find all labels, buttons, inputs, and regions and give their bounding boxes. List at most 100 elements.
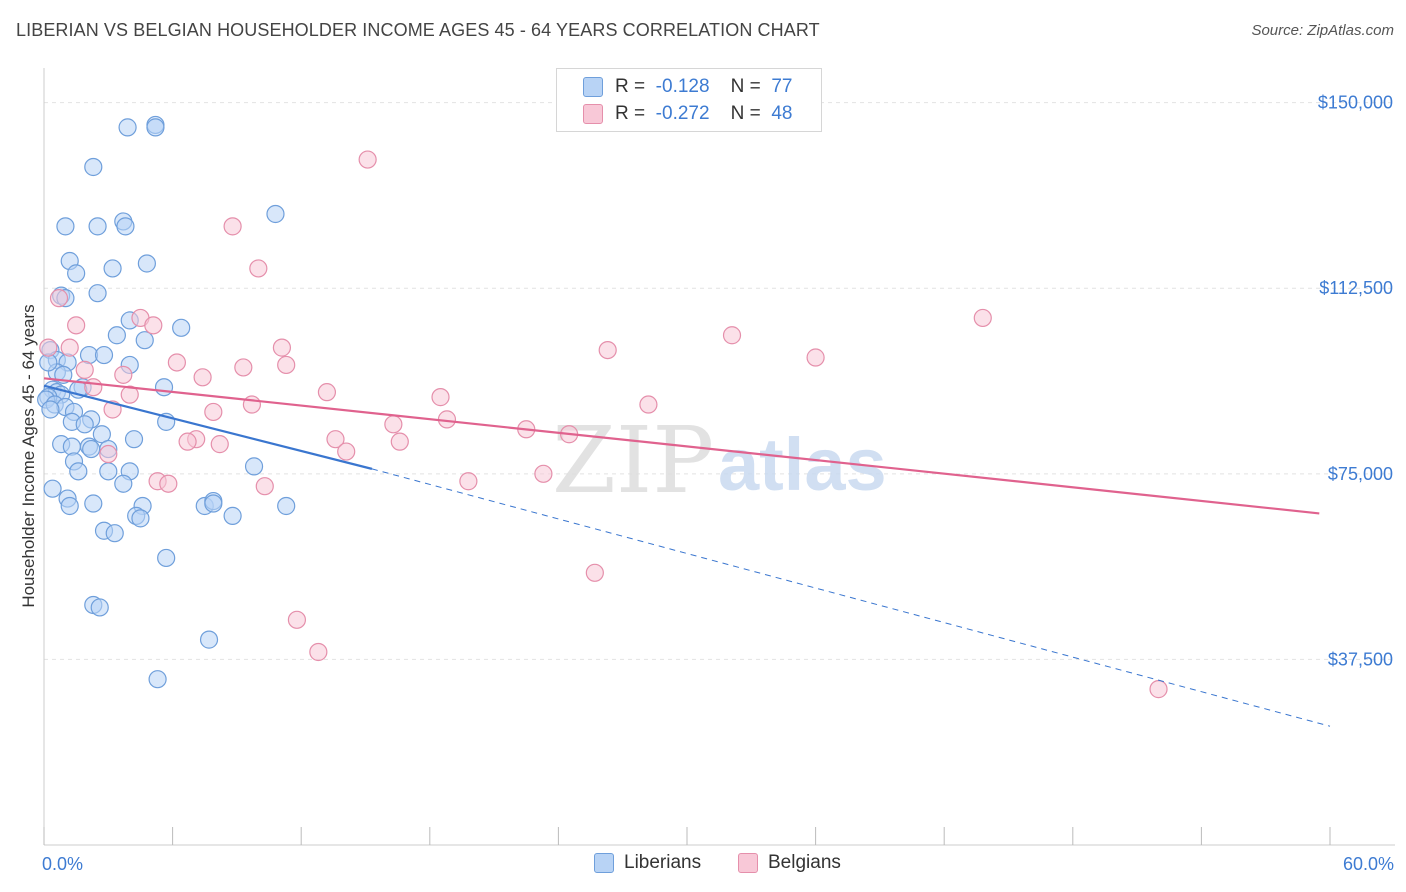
chart-title: LIBERIAN VS BELGIAN HOUSEHOLDER INCOME A… — [16, 20, 820, 40]
legend-item-belgians[interactable]: Belgians — [738, 852, 841, 874]
liberian-point — [88, 284, 107, 303]
liberian-point — [146, 118, 165, 137]
liberian-point — [69, 462, 88, 481]
liberians-trend-extension — [371, 468, 1331, 727]
legend-n-label: N = — [730, 76, 761, 97]
belgian-point — [358, 150, 377, 169]
belgian-point — [99, 444, 118, 464]
watermark: ZIP atlas — [552, 407, 887, 514]
belgian-point — [317, 383, 337, 402]
liberian-point — [88, 217, 107, 236]
belgian-point — [277, 355, 296, 375]
liberian-point — [124, 430, 144, 449]
x-tick-label: 60.0% — [1343, 854, 1394, 874]
belgian-point — [178, 432, 197, 451]
liberian-point — [118, 118, 137, 137]
legend-label-liberians: Liberians — [624, 852, 702, 873]
legend-n-value: 48 — [771, 103, 793, 124]
series-legend: Liberians Belgians — [0, 852, 1406, 878]
liberian-point — [94, 345, 114, 365]
liberian-point — [107, 326, 126, 345]
belgian-point — [1149, 680, 1168, 699]
belgian-point — [75, 360, 94, 379]
belgian-point — [639, 395, 658, 414]
liberian-point — [43, 479, 62, 498]
liberian-point — [204, 494, 223, 513]
legend-r-label: R = — [615, 103, 646, 124]
belgian-point — [384, 415, 403, 434]
belgian-point — [598, 340, 617, 360]
liberians-swatch — [594, 853, 614, 873]
liberian-point — [137, 254, 156, 273]
belgian-point — [193, 368, 212, 387]
liberian-point — [244, 457, 264, 476]
belgian-point — [287, 610, 307, 629]
belgian-point — [67, 316, 86, 335]
y-axis-title: Householder Income Ages 45 - 64 years — [19, 304, 38, 607]
belgian-point — [49, 289, 69, 308]
belgian-point — [326, 430, 345, 449]
watermark-zip: ZIP — [552, 407, 714, 514]
belgian-point — [722, 326, 742, 345]
liberian-point — [67, 264, 86, 283]
belgian-point — [431, 388, 450, 407]
belgian-point — [255, 477, 274, 496]
axes — [43, 68, 1395, 846]
belgian-point — [204, 402, 223, 422]
liberian-point — [277, 496, 296, 516]
x-axis-labels: 0.0% 60.0% — [42, 854, 1394, 874]
belgian-point — [159, 474, 178, 493]
belgian-point — [534, 464, 553, 483]
liberians-trend-line — [43, 384, 373, 470]
liberian-point — [60, 496, 79, 516]
legend-row-belgians: R = -0.272 N = 48 — [583, 100, 792, 128]
belgian-point — [60, 338, 79, 357]
legend-r-label: R = — [615, 76, 646, 97]
grid-lines — [44, 102, 1395, 660]
belgian-point — [242, 395, 262, 414]
liberian-point — [223, 506, 242, 525]
y-tick-label: $37,500 — [1328, 649, 1393, 669]
belgian-point — [223, 217, 242, 236]
belgian-point — [144, 316, 163, 335]
y-tick-label: $150,000 — [1318, 93, 1393, 113]
liberian-point — [131, 509, 150, 528]
belgian-point — [459, 472, 478, 491]
legend-r-value: -0.128 — [655, 76, 710, 97]
y-tick-label: $75,000 — [1328, 464, 1393, 484]
belgian-point — [249, 259, 268, 278]
belgian-point — [39, 338, 58, 357]
belgian-point — [210, 435, 229, 454]
legend-row-liberians: R = -0.128 N = 77 — [583, 73, 792, 101]
liberian-point — [82, 439, 101, 459]
series-belgians — [39, 150, 1168, 699]
belgian-point — [806, 348, 825, 367]
belgian-point — [167, 353, 186, 372]
source-label: Source: ZipAtlas.com — [1251, 22, 1394, 39]
liberian-point — [103, 259, 122, 278]
belgian-point — [973, 308, 992, 328]
belgians-swatch — [738, 853, 758, 873]
belgian-point — [114, 365, 133, 384]
legend-r-value: -0.272 — [655, 103, 710, 124]
belgian-point — [120, 385, 139, 404]
belgian-point — [309, 642, 328, 662]
liberian-point — [114, 474, 133, 493]
liberian-point — [75, 415, 94, 434]
liberian-point — [148, 670, 167, 689]
liberian-point — [116, 217, 135, 236]
liberian-point — [62, 437, 81, 456]
belgian-point — [585, 563, 604, 582]
belgian-point — [390, 432, 409, 451]
belgian-point — [337, 442, 356, 461]
liberian-point — [56, 217, 75, 236]
liberian-point — [41, 400, 60, 419]
liberians-swatch — [583, 77, 603, 97]
legend-label-belgians: Belgians — [768, 852, 841, 873]
legend-item-liberians[interactable]: Liberians — [594, 852, 701, 874]
trend-lines — [43, 377, 1331, 727]
belgian-point — [84, 378, 103, 397]
liberian-point — [84, 157, 103, 177]
liberian-point — [99, 462, 118, 481]
